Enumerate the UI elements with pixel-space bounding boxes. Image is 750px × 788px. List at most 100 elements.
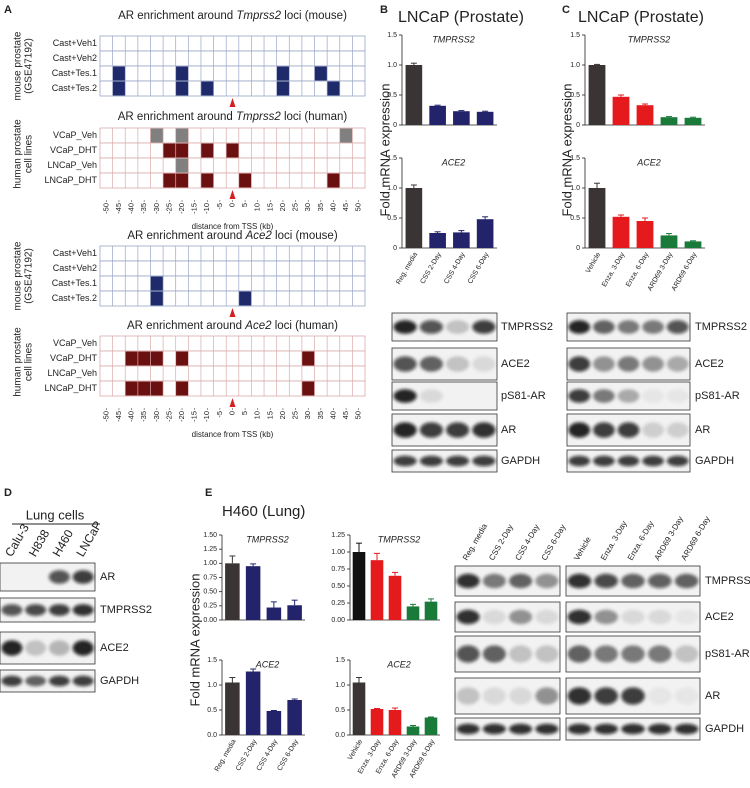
- bar: [588, 65, 606, 125]
- band: [621, 645, 645, 663]
- band: [393, 422, 417, 438]
- band: [568, 356, 591, 372]
- protein-label: TMPRSS2: [705, 575, 750, 587]
- row-label: Cast+Tes.1: [52, 278, 97, 288]
- row-label: VCaP_Veh: [53, 338, 97, 348]
- band: [617, 455, 640, 467]
- bar: [266, 711, 282, 735]
- x-tick-label: 20: [278, 203, 287, 211]
- band: [456, 723, 480, 735]
- y-tick-label: 0: [393, 122, 397, 129]
- group-label: cell lines: [24, 135, 35, 173]
- peak-cell: [238, 291, 252, 306]
- x-tick-label: 10: [253, 411, 262, 419]
- band: [567, 573, 592, 589]
- x-tick-label: CSS 6-Day: [276, 738, 300, 772]
- lane-label: LNCaP: [73, 519, 104, 560]
- protein-label: AR: [705, 690, 720, 702]
- y-tick-label: 0.5: [335, 707, 345, 714]
- protein-label: ACE2: [695, 358, 724, 370]
- chart-title: ACE2: [386, 659, 411, 669]
- peak-cell: [163, 143, 176, 158]
- row-label: Cast+Tes.2: [52, 293, 97, 303]
- bar: [370, 709, 384, 735]
- bar: [287, 700, 302, 735]
- band: [617, 389, 640, 403]
- x-tick-label: CSS 2-Day: [419, 251, 443, 285]
- y-tick-label: 1.5: [335, 657, 345, 664]
- band: [666, 455, 689, 467]
- protein-label: GAPDH: [100, 675, 139, 687]
- peak-cell: [150, 381, 164, 396]
- band: [48, 675, 70, 687]
- band: [594, 645, 618, 663]
- band: [446, 422, 470, 438]
- bar: [453, 232, 470, 248]
- y-tick-label: 0: [393, 245, 397, 252]
- protein-label: TMPRSS2: [100, 604, 152, 616]
- x-tick-label: -20: [177, 411, 186, 422]
- band: [48, 570, 70, 584]
- x-tick-label: CSS 6-Day: [467, 251, 491, 285]
- protein-label: AR: [501, 424, 516, 436]
- band: [419, 320, 443, 334]
- band: [621, 723, 645, 735]
- protein-label: ACE2: [705, 611, 734, 623]
- peak-cell: [175, 173, 189, 188]
- band: [642, 356, 664, 372]
- band: [482, 609, 506, 625]
- band: [617, 320, 640, 334]
- bar: [405, 188, 423, 248]
- band: [666, 422, 689, 438]
- band: [674, 645, 699, 663]
- panel-label: A: [4, 4, 12, 16]
- heatmap-row: [99, 172, 366, 189]
- x-axis-label: distance from TSS (kb): [192, 222, 274, 231]
- y-tick-label: 0: [576, 122, 580, 129]
- protein-label: AR: [695, 424, 710, 436]
- peak-cell: [150, 291, 164, 306]
- bar: [245, 671, 261, 735]
- band: [482, 645, 506, 663]
- x-tick-label: -45: [114, 203, 123, 214]
- panel-label: B: [380, 4, 388, 16]
- peak-cell: [301, 381, 315, 396]
- y-tick-label: 1.5: [570, 32, 580, 39]
- lane-label: Enza. 6-Day: [626, 519, 656, 562]
- band: [72, 640, 94, 656]
- panel-label: C: [562, 4, 570, 16]
- x-tick-label: 20: [278, 411, 287, 419]
- blot-strip: [391, 449, 498, 473]
- peak-cell: [175, 158, 189, 173]
- band: [482, 687, 506, 705]
- y-tick-label: 1.00: [203, 560, 217, 567]
- lane-label: Vehicle: [572, 535, 593, 562]
- band: [509, 645, 533, 663]
- heatmap-title: AR enrichment around Tmprss2 loci (human…: [118, 111, 348, 123]
- band: [648, 723, 672, 735]
- band: [509, 687, 533, 705]
- row-label: LNCaP_Veh: [47, 160, 97, 170]
- band: [648, 687, 672, 705]
- x-tick-label: 30: [303, 411, 312, 419]
- group-label: human prostate: [13, 327, 24, 397]
- heatmap-row: [99, 80, 366, 97]
- bar: [388, 575, 402, 620]
- band: [642, 389, 664, 403]
- heatmap-row: [99, 365, 366, 382]
- x-tick-label: 30: [303, 203, 312, 211]
- heatmap-title: AR enrichment around Tmprss2 loci (mouse…: [118, 10, 347, 22]
- lane-label: CSS 6-Day: [540, 523, 568, 562]
- band: [482, 723, 506, 735]
- band: [593, 320, 615, 334]
- chart-title: TMPRSS2: [246, 534, 289, 544]
- band: [472, 356, 496, 372]
- heatmap-row: [99, 275, 366, 292]
- band: [509, 573, 533, 589]
- band: [621, 609, 645, 625]
- band: [594, 687, 618, 705]
- y-tick-label: 1.0: [387, 62, 397, 69]
- protein-label: pS81-AR: [501, 390, 546, 402]
- y-tick-label: 1.0: [570, 185, 580, 192]
